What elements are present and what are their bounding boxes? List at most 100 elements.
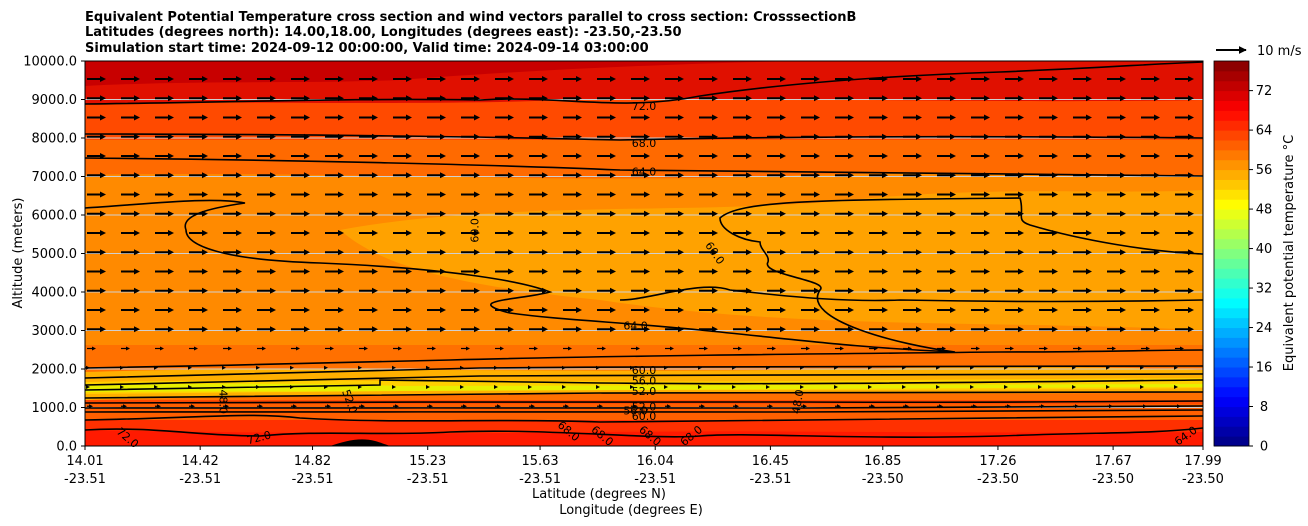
wind-vector-head [712, 133, 718, 140]
wind-vector-head [1086, 114, 1092, 121]
x-tick-lat-0: 14.01 [66, 454, 103, 469]
wind-vector [665, 114, 684, 121]
wind-vector [868, 385, 872, 389]
wind-vector-head [542, 268, 548, 275]
wind-vector [937, 114, 956, 121]
wind-vector [903, 230, 922, 236]
colorbar-segment [1214, 169, 1249, 180]
wind-vector [1175, 191, 1194, 198]
wind-vector [393, 95, 412, 102]
wind-vector-head [406, 210, 412, 217]
wind-vector-head [936, 385, 940, 389]
wind-vector-head [440, 172, 446, 179]
wind-vector [121, 210, 140, 217]
wind-vector [223, 210, 242, 217]
y-tick-label-4: 4000.0 [32, 286, 78, 301]
colorbar-tick-label-2: 16 [1256, 361, 1273, 376]
wind-vector [1141, 133, 1160, 140]
wind-vector-head [868, 385, 872, 389]
wind-vector [427, 307, 446, 313]
wind-vector [665, 153, 684, 159]
wind-vector [529, 114, 548, 121]
wind-vector-head [882, 249, 888, 256]
wind-vector-head [508, 210, 514, 217]
wind-vector [801, 153, 820, 159]
wind-vector-head [1188, 153, 1194, 159]
wind-vector [393, 249, 412, 256]
wind-vector [223, 268, 242, 275]
wind-vector-head [950, 249, 956, 256]
wind-vector [291, 153, 310, 159]
wind-vector [699, 346, 708, 351]
chart-title-line-1: Equivalent Potential Temperature cross s… [85, 10, 856, 25]
wind-vector-head [712, 191, 718, 198]
wind-vector [665, 326, 684, 333]
wind-vector [393, 326, 412, 333]
wind-vector [699, 230, 718, 236]
wind-vector [597, 191, 616, 198]
wind-vector [223, 133, 242, 140]
wind-vector [801, 307, 820, 313]
wind-vector-head [440, 191, 446, 198]
wind-vector-head [440, 210, 446, 217]
contour-label-0: 72.0 [632, 100, 657, 113]
wind-vector [1005, 230, 1024, 236]
wind-vector [597, 153, 616, 159]
wind-vector [1107, 172, 1126, 179]
wind-vector-head [100, 210, 106, 217]
wind-vector [291, 249, 310, 256]
wind-vector [869, 230, 888, 236]
wind-vector-head [440, 249, 446, 256]
wind-vector-head [576, 287, 582, 294]
wind-vector [290, 365, 294, 370]
wind-vector [393, 210, 412, 217]
wind-vector [325, 326, 344, 333]
wind-vector [835, 249, 854, 256]
y-tick-label-1: 1000.0 [32, 401, 78, 416]
wind-vector-head [814, 230, 820, 236]
wind-vector [665, 268, 684, 275]
wind-vector-head [542, 153, 548, 159]
wind-vector [427, 210, 446, 217]
wind-vector-head [304, 133, 310, 140]
wind-vector-head [678, 210, 684, 217]
wind-vector [529, 210, 548, 217]
wind-vector [257, 191, 276, 198]
wind-vector-head [338, 307, 344, 313]
wind-vector [325, 114, 344, 121]
colorbar-segment [1214, 189, 1249, 200]
wind-vector [631, 249, 650, 256]
wind-vector [869, 307, 888, 313]
wind-vector-head [202, 76, 208, 82]
wind-vector [766, 365, 770, 370]
wind-vector [1107, 153, 1126, 159]
wind-vector [1175, 95, 1194, 102]
wind-vector-head [542, 172, 548, 179]
wind-vector [223, 230, 242, 236]
wind-vector [563, 76, 582, 82]
colorbar-segment [1214, 258, 1249, 269]
colorbar-segment [1214, 396, 1249, 408]
wind-vector [869, 172, 888, 179]
wind-vector-head [440, 326, 446, 333]
wind-vector-head [508, 153, 514, 159]
wind-vector-head [780, 268, 786, 275]
wind-vector [631, 172, 650, 179]
wind-vector [903, 153, 922, 159]
wind-vector [358, 385, 362, 389]
wind-vector [767, 191, 786, 198]
wind-vector-head [568, 346, 572, 351]
wind-vector-head [848, 287, 854, 294]
wind-vector-head [372, 191, 378, 198]
wind-vector [767, 76, 786, 82]
wind-vector-head [1052, 95, 1058, 102]
wind-vector [189, 249, 208, 256]
wind-vector-head [202, 133, 208, 140]
wind-vector-head [372, 76, 378, 82]
wind-vector [359, 249, 378, 256]
wind-vector-head [562, 365, 566, 370]
wind-vector [563, 153, 582, 159]
wind-vector [597, 133, 616, 140]
wind-vector [121, 268, 140, 275]
wind-vector [733, 133, 752, 140]
